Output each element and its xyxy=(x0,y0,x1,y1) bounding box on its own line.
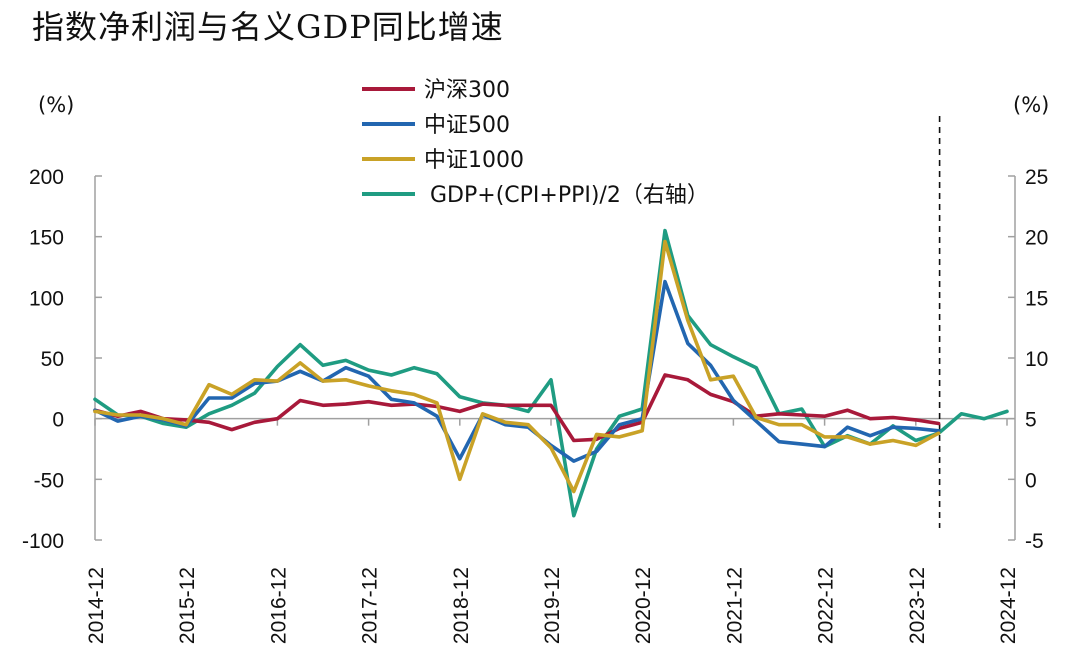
x-tick-label: 2017-12 xyxy=(359,567,382,644)
series-line-gdp xyxy=(93,228,1009,518)
left-tick-label: 200 xyxy=(29,166,64,189)
left-axis-unit: (%) xyxy=(38,93,74,117)
left-tick-label: -100 xyxy=(22,530,64,553)
x-tick-label: 2016-12 xyxy=(267,567,290,644)
left-tick-label: 150 xyxy=(29,227,64,250)
left-tick-label: 50 xyxy=(41,348,64,371)
series-lines xyxy=(93,228,1009,518)
right-tick-label: 15 xyxy=(1025,287,1048,310)
right-tick-label: 20 xyxy=(1025,227,1048,250)
left-tick-label: 100 xyxy=(29,287,64,310)
right-tick-label: 25 xyxy=(1025,166,1048,189)
legend-label-hs300: 沪深300 xyxy=(424,78,510,103)
left-tick-label: 0 xyxy=(52,409,64,432)
legend-label-zz1000: 中证1000 xyxy=(424,148,524,173)
x-tick-label: 2022-12 xyxy=(815,567,838,644)
x-tick-label: 2024-12 xyxy=(997,567,1020,644)
legend: 沪深300 中证500 中证1000 GDP+(CPI+PPI)/2（右轴） xyxy=(362,78,709,208)
legend-label-zz500: 中证500 xyxy=(424,113,510,138)
left-tick-label: -50 xyxy=(34,469,64,492)
series-line-hs300 xyxy=(93,373,941,443)
x-tick-label: 2021-12 xyxy=(723,567,746,644)
right-axis-unit: (%) xyxy=(1013,93,1049,117)
x-tick-label: 2019-12 xyxy=(541,567,564,644)
legend-label-gdp: GDP+(CPI+PPI)/2（右轴） xyxy=(430,183,709,208)
right-tick-label: 0 xyxy=(1025,469,1037,492)
chart-title: 指数净利润与名义GDP同比增速 xyxy=(32,8,504,46)
x-tick-label: 2020-12 xyxy=(632,567,655,644)
x-tick-label: 2015-12 xyxy=(176,567,199,644)
x-tick-label: 2018-12 xyxy=(450,567,473,644)
series-line-zz1000 xyxy=(93,239,941,494)
series-line-zz500 xyxy=(93,279,941,463)
x-tick-label: 2023-12 xyxy=(906,567,929,644)
right-tick-label: -5 xyxy=(1025,530,1044,553)
x-tick-label: 2014-12 xyxy=(85,567,108,644)
right-tick-label: 10 xyxy=(1025,348,1048,371)
right-tick-label: 5 xyxy=(1025,409,1037,432)
